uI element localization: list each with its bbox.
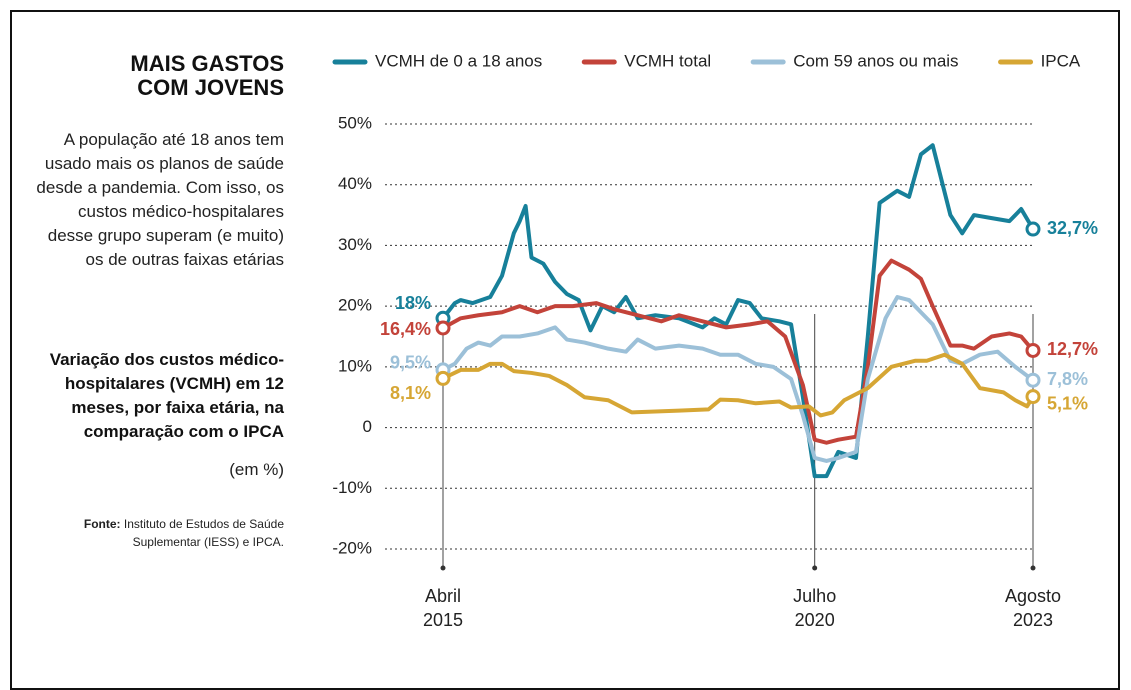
series-line <box>441 143 1035 479</box>
subtitle: Variação dos custos médico-hospitalares … <box>49 350 284 441</box>
y-tick-label: 20% <box>338 296 372 315</box>
x-tick-dot <box>440 565 446 571</box>
series-line <box>442 295 1035 463</box>
value-label: 18% <box>395 293 431 313</box>
end-marker <box>435 320 451 336</box>
value-label: 8,1% <box>390 383 431 403</box>
title: MAIS GASTOS COM JOVENS <box>130 51 284 100</box>
x-tick-label: Agosto 2023 <box>1004 586 1062 630</box>
x-tick-dot <box>1030 565 1036 571</box>
value-label: 12,7% <box>1047 339 1098 359</box>
legend-label: Com 59 anos ou mais <box>793 51 958 70</box>
end-marker <box>1025 342 1041 358</box>
y-tick-label: 50% <box>338 113 372 132</box>
value-label: 9,5% <box>390 353 431 373</box>
y-tick-label: 10% <box>338 356 372 375</box>
value-label: 16,4% <box>380 319 431 339</box>
end-marker <box>1025 221 1041 237</box>
y-tick-label: 0 <box>363 417 372 436</box>
value-label: 5,1% <box>1047 393 1088 413</box>
unit-note: (em %) <box>229 460 284 479</box>
end-marker <box>1025 389 1041 405</box>
source: Fonte: Instituto de Estudos de Saúde Sup… <box>80 515 284 551</box>
series-line <box>442 352 1035 418</box>
series-line <box>442 258 1035 445</box>
value-label: 32,7% <box>1047 218 1098 238</box>
y-tick-label: 40% <box>338 174 372 193</box>
legend-label: IPCA <box>1041 51 1081 70</box>
end-marker <box>435 370 451 386</box>
source-label: Fonte: <box>83 517 121 531</box>
x-tick-dot <box>812 565 818 571</box>
legend-label: VCMH de 0 a 18 anos <box>375 51 542 70</box>
description: A população até 18 anos tem usado mais o… <box>36 130 284 269</box>
x-tick-label: Julho 2020 <box>793 586 837 630</box>
end-marker <box>1025 372 1041 388</box>
x-tick-label: Abril 2015 <box>422 586 464 630</box>
legend-label: VCMH total <box>624 51 711 70</box>
value-label: 7,8% <box>1047 369 1088 389</box>
source-text: Instituto de Estudos de Saúde Suplementa… <box>123 517 284 549</box>
y-tick-label: -20% <box>332 538 372 557</box>
y-tick-label: -10% <box>332 478 372 497</box>
y-tick-label: 30% <box>338 235 372 254</box>
